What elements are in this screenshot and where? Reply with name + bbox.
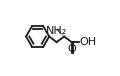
Text: OH: OH	[79, 37, 96, 47]
Text: NH₂: NH₂	[46, 26, 67, 36]
Text: O: O	[68, 44, 76, 54]
